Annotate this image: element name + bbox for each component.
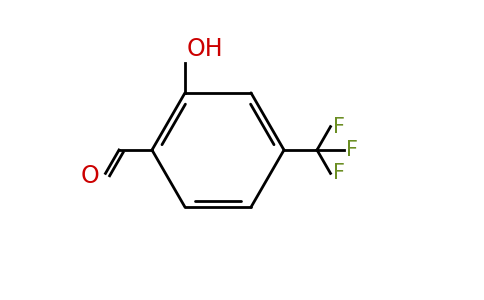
Text: F: F: [347, 140, 358, 160]
Text: F: F: [333, 164, 345, 183]
Text: OH: OH: [186, 37, 223, 61]
Text: F: F: [333, 117, 345, 136]
Text: O: O: [81, 164, 100, 188]
